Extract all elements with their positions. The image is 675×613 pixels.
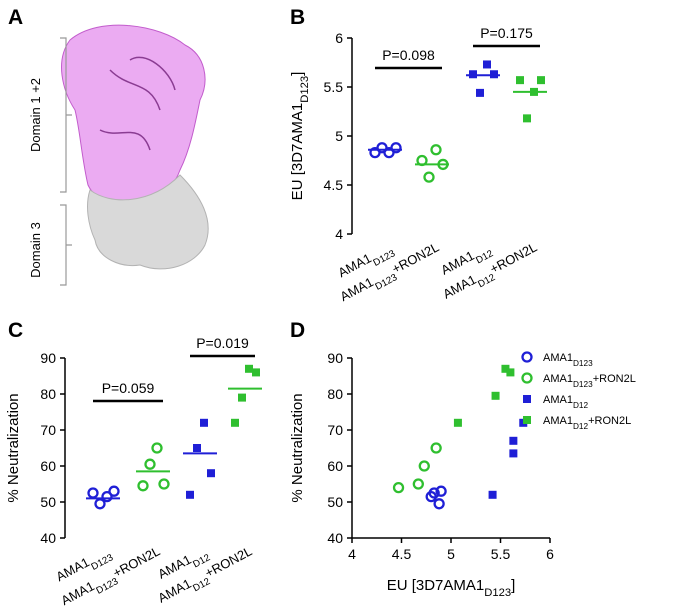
structure-panel: A Domain 1 +2 Domain 3 <box>8 6 209 286</box>
y-tick-label: 5 <box>335 128 343 144</box>
point <box>423 171 435 183</box>
panel-label: A <box>8 6 23 29</box>
bracket <box>60 204 72 286</box>
p-value: P=0.019 <box>196 335 249 351</box>
x-tick-label: 5.5 <box>491 546 511 562</box>
domain-3-surface <box>87 174 209 270</box>
point <box>390 142 402 154</box>
y-tick-label: 90 <box>40 350 56 366</box>
legend-label: AMA1D123+RON2L <box>543 373 636 389</box>
point <box>238 393 246 402</box>
panel-label: C <box>8 319 23 342</box>
point <box>200 418 208 427</box>
point <box>186 490 194 499</box>
legend-marker <box>523 416 531 424</box>
y-axis-label: EU [3D7AMA1D123] <box>289 72 311 201</box>
legend-marker <box>521 351 533 363</box>
point <box>537 76 545 85</box>
y-tick-label: 70 <box>327 422 343 438</box>
y-tick-label: 70 <box>40 422 56 438</box>
point <box>418 460 430 472</box>
point <box>151 442 163 454</box>
legend-label: AMA1D123 <box>543 352 593 368</box>
y-tick-label: 60 <box>327 458 343 474</box>
point <box>488 490 497 499</box>
point <box>509 436 518 445</box>
p-value: P=0.059 <box>102 380 155 396</box>
legend-marker <box>523 395 531 403</box>
y-tick-label: 40 <box>327 530 343 546</box>
point <box>412 478 424 490</box>
legend-marker <box>521 372 533 384</box>
point <box>101 490 113 503</box>
point <box>193 444 201 452</box>
point <box>506 368 515 377</box>
y-axis-label: % Neutralization <box>289 393 306 502</box>
point <box>430 144 442 156</box>
point <box>137 480 149 492</box>
point <box>392 481 405 494</box>
x-axis-label: EU [3D7AMA1D123] <box>387 577 516 599</box>
point <box>516 76 524 85</box>
panel-label: B <box>290 6 305 29</box>
point <box>435 485 447 497</box>
x-tick-label: 6 <box>546 546 554 562</box>
point <box>523 114 531 123</box>
panel-label: D <box>290 319 305 342</box>
x-tick-label: AMA1D123+RON2L <box>59 543 165 613</box>
legend-label: AMA1D12+RON2L <box>543 415 631 431</box>
legend-label: AMA1D12 <box>543 394 589 410</box>
x-tick-label: AMA1D12+RON2L <box>440 239 542 306</box>
y-tick-label: 80 <box>40 386 56 402</box>
point <box>231 418 239 427</box>
point <box>245 364 253 373</box>
x-tick-label: 4.5 <box>392 546 412 562</box>
point <box>433 498 445 510</box>
point <box>501 364 510 373</box>
y-axis-label: % Neutralization <box>5 393 22 502</box>
y-tick-label: 50 <box>40 494 56 510</box>
point <box>430 442 442 454</box>
y-tick-label: 90 <box>327 350 343 366</box>
point <box>428 487 440 499</box>
domain-label: Domain 3 <box>28 222 43 278</box>
point <box>509 449 518 458</box>
x-tick-label: 4 <box>348 546 356 562</box>
point <box>108 485 120 497</box>
p-value: P=0.098 <box>382 47 435 63</box>
y-tick-label: 40 <box>40 530 56 546</box>
point <box>252 368 260 377</box>
ribbon <box>99 56 176 151</box>
bracket <box>60 37 72 193</box>
point <box>453 418 462 427</box>
y-tick-label: 4 <box>335 226 343 242</box>
x-tick-label: 5 <box>447 546 455 562</box>
y-tick-label: 5.5 <box>324 79 344 95</box>
y-tick-label: 4.5 <box>324 177 344 193</box>
y-tick-label: 60 <box>40 458 56 474</box>
y-tick-label: 50 <box>327 494 343 510</box>
point <box>491 391 500 400</box>
point <box>207 469 215 478</box>
y-tick-label: 80 <box>327 386 343 402</box>
point <box>144 458 156 470</box>
point <box>476 88 484 97</box>
point <box>87 487 99 499</box>
chart-panel: D 40 50 60 70 80 90 % Neutralization 4 4.5 5 5.5 6 EU… <box>289 319 636 599</box>
point <box>158 478 170 490</box>
y-tick-label: 6 <box>335 30 343 46</box>
domain-label: Domain 1 +2 <box>28 78 43 152</box>
point <box>483 60 491 69</box>
p-value: P=0.175 <box>480 25 533 41</box>
